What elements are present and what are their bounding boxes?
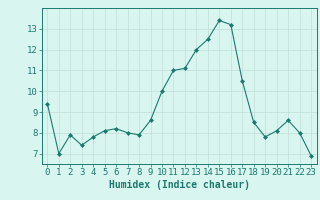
X-axis label: Humidex (Indice chaleur): Humidex (Indice chaleur): [109, 180, 250, 190]
